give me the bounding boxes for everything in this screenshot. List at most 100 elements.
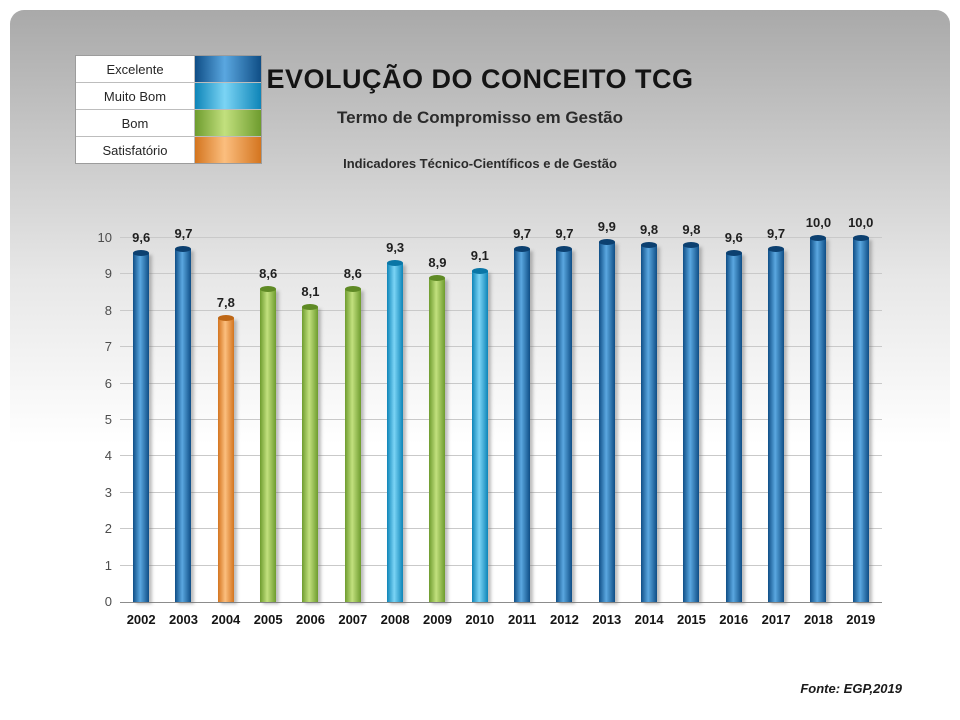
gridline-9 bbox=[120, 273, 882, 275]
bar-2009 bbox=[429, 275, 446, 602]
bar-column-2005: 8,6 bbox=[247, 238, 289, 602]
legend-swatch-excelente bbox=[195, 56, 261, 82]
y-tick-label-0: 0 bbox=[104, 594, 112, 609]
bar-column-2010: 9,1 bbox=[459, 238, 501, 602]
x-tick-label-2010: 2010 bbox=[465, 612, 495, 627]
bar-value-2017: 9,7 bbox=[767, 225, 786, 241]
bar-value-2002: 9,6 bbox=[132, 229, 151, 245]
bar-2002 bbox=[133, 249, 150, 602]
bar-value-2005: 8,6 bbox=[259, 265, 278, 281]
y-tick-label-9: 9 bbox=[104, 266, 112, 282]
bar-2004 bbox=[217, 315, 234, 602]
bar-column-2003: 9,7 bbox=[162, 226, 204, 602]
bar-column-2007: 8,6 bbox=[332, 238, 374, 602]
legend-swatch-satisfatorio bbox=[195, 137, 261, 163]
bar-value-2018: 10,0 bbox=[805, 215, 832, 230]
bar-2003 bbox=[175, 245, 192, 602]
y-tick-label-10: 10 bbox=[97, 230, 112, 245]
bar-value-2012: 9,7 bbox=[555, 225, 574, 241]
x-tick-label-2006: 2006 bbox=[296, 612, 325, 627]
legend-label-muito-bom: Muito Bom bbox=[76, 83, 195, 109]
x-tick-label-2003: 2003 bbox=[169, 612, 198, 627]
x-tick-label-2008: 2008 bbox=[380, 612, 410, 627]
gridline-8 bbox=[120, 309, 882, 311]
bar-2011 bbox=[514, 245, 531, 602]
y-tick-label-7: 7 bbox=[104, 339, 112, 355]
bar-value-2010: 9,1 bbox=[470, 247, 489, 263]
legend-label-satisfatorio: Satisfatório bbox=[76, 137, 195, 163]
y-tick-label-1: 1 bbox=[104, 557, 112, 573]
y-tick-label-5: 5 bbox=[104, 412, 112, 427]
gridline-10 bbox=[120, 237, 882, 238]
gridline-4 bbox=[120, 455, 882, 457]
x-tick-label-2004: 2004 bbox=[211, 612, 241, 627]
y-tick-label-3: 3 bbox=[104, 484, 112, 500]
x-tick-label-2005: 2005 bbox=[253, 612, 283, 627]
x-tick-label-2018: 2018 bbox=[803, 612, 833, 627]
x-tick-label-2019: 2019 bbox=[846, 612, 876, 627]
x-axis-labels: 2002 2003 2004 2005 2006 2007 2008 2009 2010 2011… bbox=[120, 612, 882, 627]
y-tick-label-8: 8 bbox=[104, 302, 112, 318]
legend-label-excelente: Excelente bbox=[76, 56, 195, 82]
legend-swatch-muito-bom bbox=[195, 83, 261, 109]
bar-value-2016: 9,6 bbox=[724, 229, 743, 245]
gridline-7 bbox=[120, 346, 882, 348]
bar-2019 bbox=[852, 235, 869, 602]
bar-column-2002: 9,6 bbox=[120, 230, 162, 602]
bar-column-2018: 10,0 bbox=[797, 215, 839, 602]
legend-item-excelente: Excelente bbox=[76, 56, 261, 83]
bar-value-2013: 9,9 bbox=[597, 218, 616, 234]
x-tick-label-2015: 2015 bbox=[676, 612, 706, 627]
x-tick-label-2002: 2002 bbox=[126, 612, 156, 627]
bar-value-2008: 9,3 bbox=[386, 240, 405, 256]
bar-value-2003: 9,7 bbox=[174, 225, 193, 241]
bar-column-2013: 9,9 bbox=[586, 219, 628, 602]
x-tick-label-2013: 2013 bbox=[592, 612, 622, 627]
y-tick-label-4: 4 bbox=[104, 448, 112, 464]
legend-item-satisfatorio: Satisfatório bbox=[76, 137, 261, 163]
x-tick-label-2016: 2016 bbox=[719, 612, 749, 627]
bar-column-2011: 9,7 bbox=[501, 226, 543, 602]
bar-value-2011: 9,7 bbox=[513, 225, 532, 241]
bar-column-2017: 9,7 bbox=[755, 226, 797, 602]
bar-value-2007: 8,6 bbox=[343, 265, 362, 281]
y-tick-label-2: 2 bbox=[104, 521, 112, 537]
bar-2017 bbox=[768, 245, 785, 602]
bar-2013 bbox=[598, 238, 615, 602]
bar-column-2015: 9,8 bbox=[670, 222, 712, 602]
bar-column-2019: 10,0 bbox=[840, 215, 882, 602]
gridline-2 bbox=[120, 528, 882, 530]
legend-item-bom: Bom bbox=[76, 110, 261, 137]
bar-2008 bbox=[387, 260, 404, 602]
bar-column-2006: 8,1 bbox=[289, 238, 331, 602]
legend-swatch-bom bbox=[195, 110, 261, 136]
chart-legend: Excelente Muito Bom Bom Satisfatório bbox=[75, 55, 262, 164]
gridline-6 bbox=[120, 382, 882, 384]
gridline-5 bbox=[120, 419, 882, 420]
x-tick-label-2017: 2017 bbox=[761, 612, 791, 627]
bar-value-2019: 10,0 bbox=[848, 215, 874, 230]
source-note: Fonte: EGP,2019 bbox=[800, 681, 902, 696]
bar-2010 bbox=[471, 267, 488, 602]
bar-2014 bbox=[641, 242, 658, 602]
bar-2015 bbox=[683, 242, 700, 602]
bar-2018 bbox=[810, 235, 827, 602]
gridline-1 bbox=[120, 564, 882, 566]
bar-column-2008: 9,3 bbox=[374, 238, 416, 602]
bar-value-2014: 9,8 bbox=[640, 222, 659, 238]
bar-value-2009: 8,9 bbox=[428, 255, 447, 271]
x-tick-label-2012: 2012 bbox=[549, 612, 579, 627]
bar-value-2004: 7,8 bbox=[216, 295, 235, 311]
slide-background: Excelente Muito Bom Bom Satisfatório EVOLUÇ… bbox=[10, 10, 950, 710]
bar-column-2004: 7,8 bbox=[205, 238, 247, 602]
legend-item-muito-bom: Muito Bom bbox=[76, 83, 261, 110]
gridline-3 bbox=[120, 491, 882, 493]
x-tick-label-2011: 2011 bbox=[508, 612, 537, 627]
bar-value-2015: 9,8 bbox=[682, 222, 701, 238]
bar-column-2016: 9,6 bbox=[713, 230, 755, 602]
plot-area: 9,6 9,7 7,8 8,6 8,1 8,6 9,3 8,9 9,1 9,7 9,7 9,9 9,8 9… bbox=[120, 215, 882, 603]
bar-column-2014: 9,8 bbox=[628, 222, 670, 602]
bar-value-2006: 8,1 bbox=[301, 284, 320, 300]
legend-label-bom: Bom bbox=[76, 110, 195, 136]
x-tick-label-2014: 2014 bbox=[634, 612, 664, 627]
